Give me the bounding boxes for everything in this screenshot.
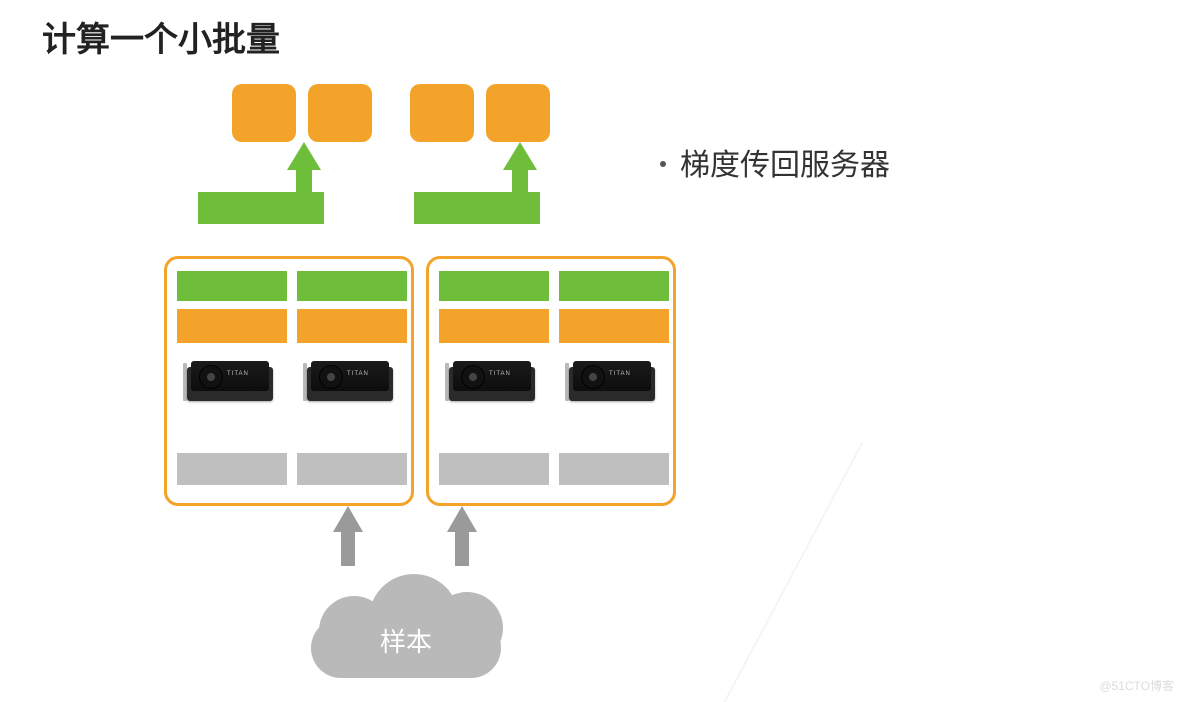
gradient-bar-1 — [414, 192, 540, 224]
gpu-fan-icon — [581, 365, 605, 389]
slide-stage: 计算一个小批量 梯度传回服务器 TITAN TITAN TITAN TITAN 样本 @… — [0, 0, 1184, 702]
worker-0: TITAN TITAN — [164, 256, 414, 506]
worker-1-gpu-0: TITAN — [445, 353, 539, 405]
worker-1: TITAN TITAN — [426, 256, 676, 506]
arrow-up-gray-1 — [447, 506, 477, 532]
arrow-up-green-1 — [503, 142, 537, 170]
worker-0-gpu-1: TITAN — [303, 353, 397, 405]
gpu-fan-icon — [461, 365, 485, 389]
arrow-stem-gray-0 — [341, 532, 355, 566]
background-accent — [702, 442, 1184, 702]
bullet-gradient-back-to-server: 梯度传回服务器 — [660, 140, 890, 184]
arrow-stem-green-1 — [512, 170, 528, 192]
worker-0-data-0 — [177, 453, 287, 485]
param-shard-0 — [232, 84, 296, 142]
worker-0-param-0 — [177, 309, 287, 343]
gradient-bar-0 — [198, 192, 324, 224]
worker-1-gpu-1: TITAN — [565, 353, 659, 405]
arrow-stem-green-0 — [296, 170, 312, 192]
worker-1-grad-0 — [439, 271, 549, 301]
watermark: @51CTO博客 — [1099, 677, 1174, 694]
worker-0-data-1 — [297, 453, 407, 485]
worker-0-grad-1 — [297, 271, 407, 301]
bullet-dot-icon — [660, 161, 666, 167]
param-shard-3 — [486, 84, 550, 142]
worker-0-param-1 — [297, 309, 407, 343]
bullet-text: 梯度传回服务器 — [680, 140, 890, 184]
sample-cloud: 样本 — [301, 566, 511, 686]
arrow-up-green-0 — [287, 142, 321, 170]
worker-1-param-1 — [559, 309, 669, 343]
arrow-up-gray-0 — [333, 506, 363, 532]
param-shard-1 — [308, 84, 372, 142]
gpu-fan-icon — [319, 365, 343, 389]
param-shard-2 — [410, 84, 474, 142]
worker-1-grad-1 — [559, 271, 669, 301]
arrow-stem-gray-1 — [455, 532, 469, 566]
gpu-fan-icon — [199, 365, 223, 389]
worker-0-grad-0 — [177, 271, 287, 301]
worker-1-data-1 — [559, 453, 669, 485]
worker-1-data-0 — [439, 453, 549, 485]
sample-cloud-label: 样本 — [301, 622, 511, 659]
slide-title: 计算一个小批量 — [42, 12, 280, 61]
worker-1-param-0 — [439, 309, 549, 343]
worker-0-gpu-0: TITAN — [183, 353, 277, 405]
